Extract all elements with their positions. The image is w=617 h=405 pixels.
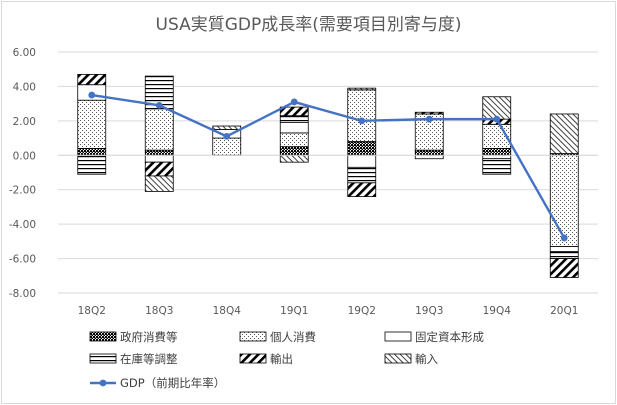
bar-segment bbox=[279, 132, 309, 148]
bar-segment bbox=[212, 125, 242, 130]
bar-segment bbox=[144, 161, 174, 177]
gdp-point bbox=[290, 98, 298, 106]
bar-segment bbox=[414, 111, 444, 115]
bar-segment bbox=[77, 99, 107, 149]
gdp-line-path bbox=[91, 93, 566, 239]
bar-segment bbox=[347, 166, 377, 184]
legend-label: GDP（前期比年率） bbox=[120, 376, 225, 390]
bar-segment bbox=[482, 154, 512, 160]
bar-segment bbox=[414, 154, 444, 160]
gdp-point bbox=[223, 132, 231, 140]
y-tick-label: 4.00 bbox=[13, 81, 36, 93]
bar-segment bbox=[549, 258, 579, 278]
bar-segment bbox=[144, 154, 174, 163]
chart-title: USA実質GDP成長率(需要項目別寄与度) bbox=[155, 15, 462, 35]
bar-segment bbox=[212, 137, 242, 156]
legend-swatch bbox=[89, 331, 117, 342]
bar-segment bbox=[279, 115, 309, 123]
bar-segment bbox=[347, 87, 377, 91]
bar-segment bbox=[549, 246, 579, 253]
legend-label: 在庫等調整 bbox=[120, 352, 178, 366]
legend-label: 輸出 bbox=[270, 352, 293, 366]
y-tick-label: 0.00 bbox=[13, 150, 36, 162]
bar-segment bbox=[347, 141, 377, 156]
legend-swatch bbox=[384, 331, 412, 342]
x-category-label: 18Q4 bbox=[213, 305, 242, 317]
y-tick-label: 6.00 bbox=[13, 47, 36, 59]
y-tick-label: -4.00 bbox=[9, 219, 36, 231]
x-category-label: 19Q2 bbox=[348, 305, 376, 317]
bar-segment bbox=[347, 154, 377, 168]
y-tick-label: -8.00 bbox=[9, 288, 36, 300]
legend-swatch bbox=[384, 353, 412, 364]
bar-segment bbox=[482, 158, 512, 175]
gdp-line bbox=[88, 91, 568, 242]
bar-segment bbox=[144, 149, 174, 156]
legend-label: 輸入 bbox=[415, 352, 438, 366]
bar-segment bbox=[347, 89, 377, 142]
bar-segment bbox=[549, 113, 579, 154]
x-category-label: 20Q1 bbox=[550, 305, 578, 317]
bar-segment bbox=[144, 108, 174, 151]
y-tick-label: -6.00 bbox=[9, 254, 36, 266]
legend-line-marker bbox=[99, 379, 107, 387]
legend-label: 固定資本形成 bbox=[415, 330, 484, 344]
legend-swatch bbox=[239, 331, 267, 342]
bar-segment bbox=[279, 146, 309, 156]
bar-segment bbox=[279, 122, 309, 134]
legend-label: 個人消費 bbox=[270, 330, 316, 344]
bar-segment bbox=[347, 182, 377, 197]
gdp-point bbox=[155, 101, 163, 109]
legend-swatch bbox=[89, 353, 117, 364]
bar-segment bbox=[77, 154, 107, 175]
gdp-point bbox=[88, 91, 96, 99]
bar-segment bbox=[549, 154, 579, 247]
x-category-label: 19Q3 bbox=[415, 305, 443, 317]
gdp-point bbox=[358, 117, 366, 125]
legend-label: 政府消費等 bbox=[120, 330, 178, 344]
bar-segment bbox=[482, 147, 512, 156]
gdp-point bbox=[425, 115, 433, 123]
legend-swatch bbox=[239, 353, 267, 364]
bar-segment bbox=[77, 73, 107, 86]
x-category-label: 18Q3 bbox=[145, 305, 173, 317]
x-category-label: 18Q2 bbox=[78, 305, 106, 317]
gdp-point bbox=[493, 115, 501, 123]
y-tick-label: 2.00 bbox=[13, 116, 36, 128]
x-category-label: 19Q4 bbox=[483, 305, 512, 317]
bar-segment bbox=[144, 175, 174, 192]
y-tick-label: -2.00 bbox=[9, 185, 36, 197]
gridlines bbox=[58, 51, 598, 294]
bar-segment bbox=[414, 149, 444, 156]
bar-segment bbox=[77, 147, 107, 156]
gdp-point bbox=[560, 234, 568, 242]
bar-segment bbox=[279, 154, 309, 163]
x-category-label: 19Q1 bbox=[280, 305, 308, 317]
y-axis-ticks: -8.00 -6.00 -4.00 -2.00 0.00 2.00 4.00 6.00 bbox=[9, 47, 36, 300]
bar-segment bbox=[549, 251, 579, 259]
bar-segment bbox=[279, 106, 309, 117]
x-axis-categories: 18Q2 18Q3 18Q4 19Q1 19Q2 19Q3 19Q4 20Q1 bbox=[78, 305, 579, 317]
